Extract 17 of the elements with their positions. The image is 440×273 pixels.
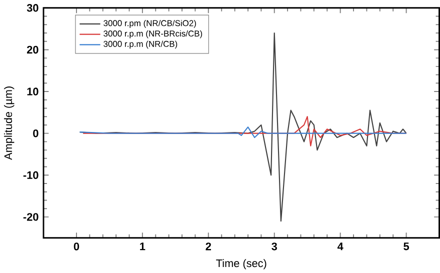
y-axis-title: Amplitude (µm) xyxy=(4,86,14,160)
legend-label: 3000 r.p.m (NR/CB) xyxy=(104,40,178,48)
y-tick-label: 10 xyxy=(27,88,38,96)
legend-label: 3000 r.pm (NR/CB/SiO2) xyxy=(104,20,196,28)
x-tick-label: 0 xyxy=(74,242,80,250)
x-tick-label: 4 xyxy=(337,242,344,250)
y-tick-label: 30 xyxy=(26,4,38,12)
y-tick-label: -20 xyxy=(23,212,38,221)
y-tick-label: -10 xyxy=(23,171,38,179)
y-tick-label: 0 xyxy=(33,129,38,138)
x-tick-label: 1 xyxy=(140,242,146,250)
x-axis-title: Time (sec) xyxy=(216,258,266,270)
x-tick-label: 3 xyxy=(272,242,277,250)
x-tick-label: 2 xyxy=(206,242,211,250)
x-tick-label: 5 xyxy=(404,242,410,250)
y-tick-label: 20 xyxy=(27,46,38,54)
legend-label: 3000 r.p.m (NR-BRcis/CB) xyxy=(104,30,202,38)
